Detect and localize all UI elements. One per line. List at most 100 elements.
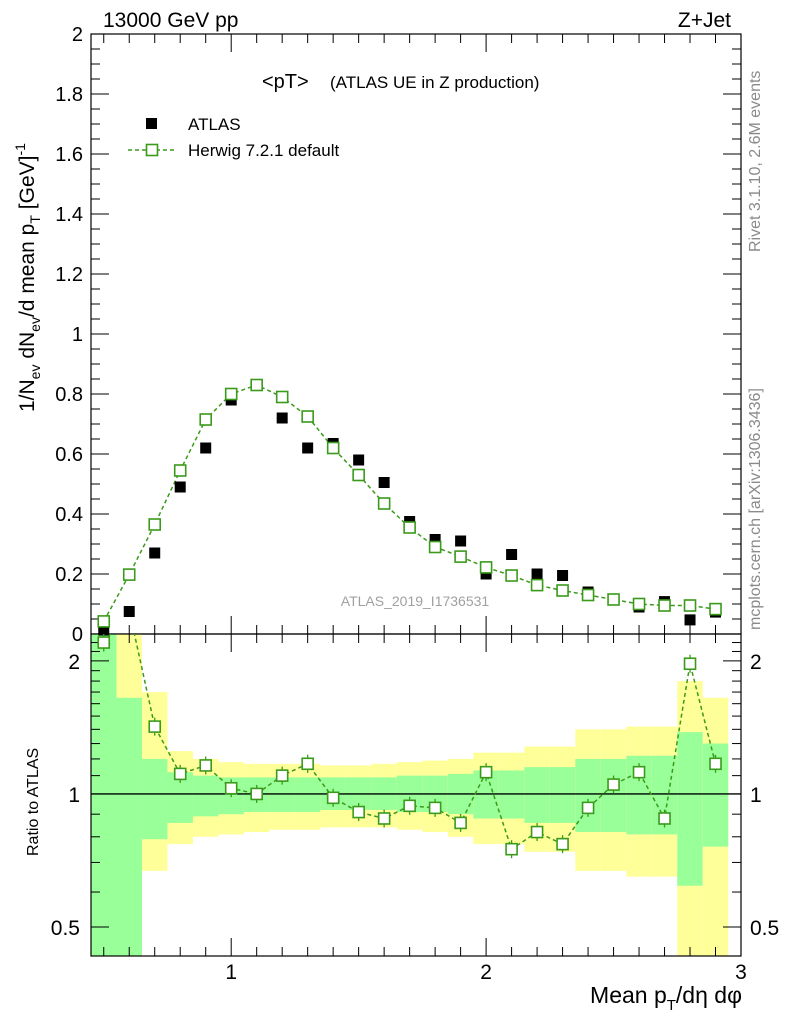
ratio-point (403, 799, 416, 813)
herwig-point (658, 599, 671, 612)
analysis-tag: ATLAS_2019_I1736531 (341, 593, 490, 609)
ratio-point (479, 765, 493, 779)
atlas-point (149, 547, 161, 559)
atlas-point (429, 534, 441, 545)
y-tick-label: 1 (72, 324, 83, 346)
y-tick-label-right: 0.5 (750, 917, 779, 940)
y-tick-label: 1.6 (55, 144, 83, 166)
y-tick-label: 0.4 (55, 504, 83, 526)
ratio-axes: 1 2 30.5 0.51 12 2 (51, 633, 779, 984)
atlas-point (506, 549, 518, 560)
ratio-point (173, 767, 187, 781)
green-band (91, 634, 117, 956)
ratio-point (428, 801, 442, 815)
herwig-point (556, 584, 569, 597)
ratio-uncertainty-bands (91, 634, 729, 956)
green-band (549, 767, 576, 823)
y-tick-label: 1 (68, 784, 80, 807)
herwig-point (173, 464, 187, 477)
y-tick-label-right: 2 (750, 651, 762, 674)
herwig-line (103, 384, 716, 622)
y-tick-label: 2 (72, 24, 83, 46)
y-tick-label: 1.8 (55, 84, 83, 106)
legend: ATLAS Herwig 7.2.1 default (128, 115, 339, 160)
ratio-frame (90, 633, 742, 957)
herwig-point (709, 602, 722, 616)
green-band (524, 767, 550, 823)
ratio-point (326, 791, 340, 805)
ratio-point (97, 636, 111, 649)
main-title: <pT> (262, 71, 309, 93)
main-axes: 0 0.2 0.4 0.6 0.8 1 1.2 1.4 1.6 1.8 2 (55, 24, 742, 646)
ratio-ylabel: Ratio to ATLAS (25, 748, 42, 856)
header-right: Z+Jet (678, 9, 731, 32)
green-band (294, 777, 321, 813)
herwig-point (607, 593, 620, 606)
atlas-point (378, 477, 390, 488)
herwig-point (97, 615, 111, 628)
y-tick-label: 0.6 (55, 444, 83, 466)
herwig-point (479, 561, 493, 574)
ratio-point (199, 759, 213, 772)
ratio-point (556, 837, 569, 851)
herwig-point (224, 387, 238, 401)
atlas-point (531, 568, 543, 580)
ratio-series (97, 634, 722, 859)
green-band (575, 758, 601, 833)
ratio-point (377, 812, 391, 825)
herwig-point (250, 378, 263, 392)
herwig-point (326, 441, 340, 455)
ratio-point (709, 757, 722, 771)
ratio-point (454, 816, 467, 830)
ratio-point (301, 757, 314, 771)
y-tick-label-right: 1 (750, 784, 762, 807)
y-tick-label: 2 (68, 651, 80, 674)
ratio-point (607, 778, 620, 791)
atlas-point (455, 535, 467, 547)
atlas-point (123, 606, 135, 617)
green-band (600, 758, 627, 833)
atlas-point (276, 412, 288, 424)
header-left: 13000 GeV pp (103, 9, 238, 32)
y-tick-label: 0.2 (55, 564, 83, 586)
atlas-point (353, 454, 365, 466)
main-ylabel: 1/Nev dNev/d mean pT [GeV]-1 (12, 143, 43, 412)
atlas-point (302, 442, 314, 454)
herwig-point (581, 588, 595, 602)
ratio-point (632, 765, 646, 779)
x-tick-label: 3 (735, 961, 747, 984)
legend-atlas-label: ATLAS (188, 115, 241, 134)
ratio-point (224, 781, 238, 795)
herwig-point (683, 599, 697, 612)
green-band (116, 697, 142, 956)
green-band (192, 775, 219, 817)
herwig-point (530, 578, 544, 592)
ratio-point (148, 720, 162, 733)
ratio-point (658, 812, 671, 825)
atlas-point (200, 442, 212, 454)
herwig-point (122, 568, 136, 581)
herwig-point (199, 413, 213, 426)
herwig-point (505, 569, 518, 582)
ratio-point (250, 787, 263, 801)
herwig-point (377, 497, 391, 510)
herwig-point (403, 521, 416, 534)
y-tick-label: 0.8 (55, 384, 83, 406)
herwig-point (632, 597, 646, 611)
y-tick-label: 1.2 (55, 264, 83, 286)
atlas-point (98, 624, 110, 636)
x-tick-label: 2 (480, 961, 492, 984)
y-tick-label: 1.4 (55, 204, 83, 226)
rivet-label: Rivet 3.1.10, 2.6M events (747, 71, 764, 252)
atlas-point (557, 570, 569, 581)
ratio-point (352, 805, 365, 819)
mcplots-label: mcplots.cern.ch [arXiv:1306.3436] (747, 388, 764, 630)
ratio-point (683, 657, 697, 671)
herwig-point (352, 468, 365, 482)
atlas-point (684, 614, 696, 626)
herwig-point (428, 540, 442, 554)
ratio-point (275, 769, 289, 782)
x-tick-label: 1 (225, 961, 237, 984)
xlabel: Mean pT/dη dφ (590, 982, 742, 1014)
